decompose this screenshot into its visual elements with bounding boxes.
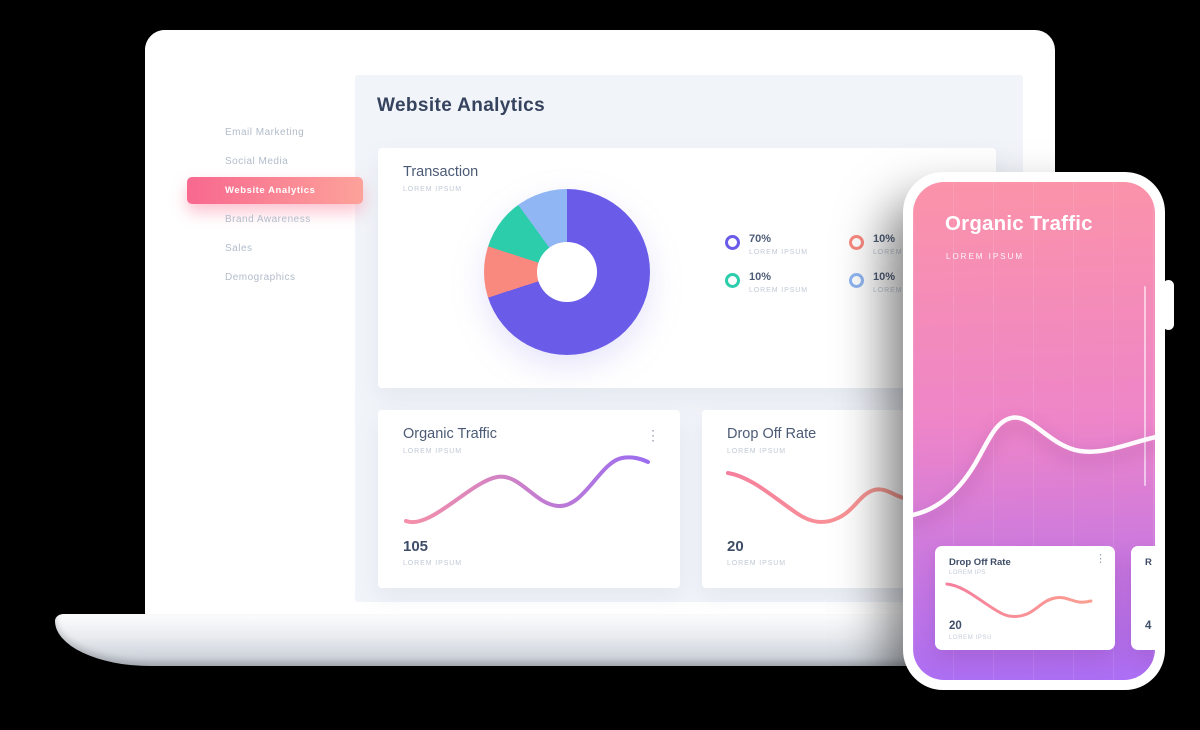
phone-card-title: R [1145,557,1152,568]
legend-ring-icon [725,235,740,250]
metric-label: LOREM IPSUM [727,560,787,567]
metric-value: 20 [727,538,744,555]
sidebar: Email Marketing Social Media Website Ana… [145,30,363,622]
organic-line-chart [404,455,650,525]
dropoff-line-chart [726,471,920,524]
phone-subtitle: LOREM IPSUM [946,252,1025,261]
dropoff-card-subtitle: LOREM IPSUM [727,448,787,455]
donut-legend: 70% LOREM IPSUM 10% LOREM IPSUM [725,234,932,294]
metric-label: LOREM IPSUM [403,560,463,567]
sidebar-item-website-analytics[interactable]: Website Analytics [187,177,363,204]
phone-card-subtitle: LOREM IPS [949,570,986,576]
organic-card-subtitle: LOREM IPSUM [403,448,463,455]
sidebar-item-sales[interactable]: Sales [225,243,253,254]
sidebar-item-brand-awareness[interactable]: Brand Awareness [225,214,311,225]
transaction-card-subtitle: LOREM IPSUM [403,186,463,193]
legend-ring-icon [849,273,864,288]
donut-chart [484,189,650,355]
legend-ring-icon [849,235,864,250]
phone-title: Organic Traffic [945,212,1093,235]
page-title: Website Analytics [377,95,546,116]
phone-card-title: Drop Off Rate [949,557,1011,568]
sidebar-item-social-media[interactable]: Social Media [225,156,289,167]
phone-metric-value: 20 [949,620,962,632]
phone-card-line-chart [945,582,1093,618]
legend-item: 70% LOREM IPSUM [725,234,849,256]
phone-mockup: Organic Traffic LOREM IPSUM Drop Off Rat… [903,172,1174,690]
phone-metric-label: LOREM IPSU [949,635,993,641]
transaction-card-title: Transaction [403,164,479,180]
chart-marker-line [1144,286,1146,486]
legend-value: 10% [873,271,896,283]
dropoff-card-title: Drop Off Rate [727,426,817,442]
phone-line-chart [913,415,1155,518]
organic-traffic-card: Organic Traffic LOREM IPSUM ⋮ 105 LOREM … [378,410,680,588]
legend-value: 10% [749,271,772,283]
legend-item: 10% LOREM IPSUM [849,272,932,294]
legend-item: 10% LOREM IPSUM [849,234,932,256]
transaction-card: Transaction LOREM IPSUM 70% LOREM IPSUM [378,148,996,388]
metric-value: 105 [403,538,429,555]
kebab-menu-icon[interactable]: ⋮ [1095,553,1106,565]
organic-card-title: Organic Traffic [403,426,498,442]
legend-label: LOREM IPSUM [749,287,809,294]
phone-card-partial: R 4 [1131,546,1155,650]
phone-screen: Organic Traffic LOREM IPSUM Drop Off Rat… [913,182,1155,680]
legend-value: 10% [873,233,896,245]
phone-card-drop-off: Drop Off Rate LOREM IPS ⋮ 20 LOREM IPSU [935,546,1115,650]
phone-side-button[interactable] [1163,280,1174,330]
kebab-menu-icon[interactable]: ⋮ [646,427,660,443]
phone-metric-value: 4 [1145,620,1152,632]
legend-ring-icon [725,273,740,288]
legend-value: 70% [749,233,772,245]
sidebar-item-demographics[interactable]: Demographics [225,272,296,283]
phone-cards-row: Drop Off Rate LOREM IPS ⋮ 20 LOREM IPSU [935,546,1155,650]
sidebar-item-email-marketing[interactable]: Email Marketing [225,127,305,138]
legend-item: 10% LOREM IPSUM [725,272,849,294]
legend-label: LOREM IPSUM [749,249,809,256]
legend-label: LOREM IPSUM [873,287,931,294]
legend-label: LOREM IPSUM [873,249,931,256]
